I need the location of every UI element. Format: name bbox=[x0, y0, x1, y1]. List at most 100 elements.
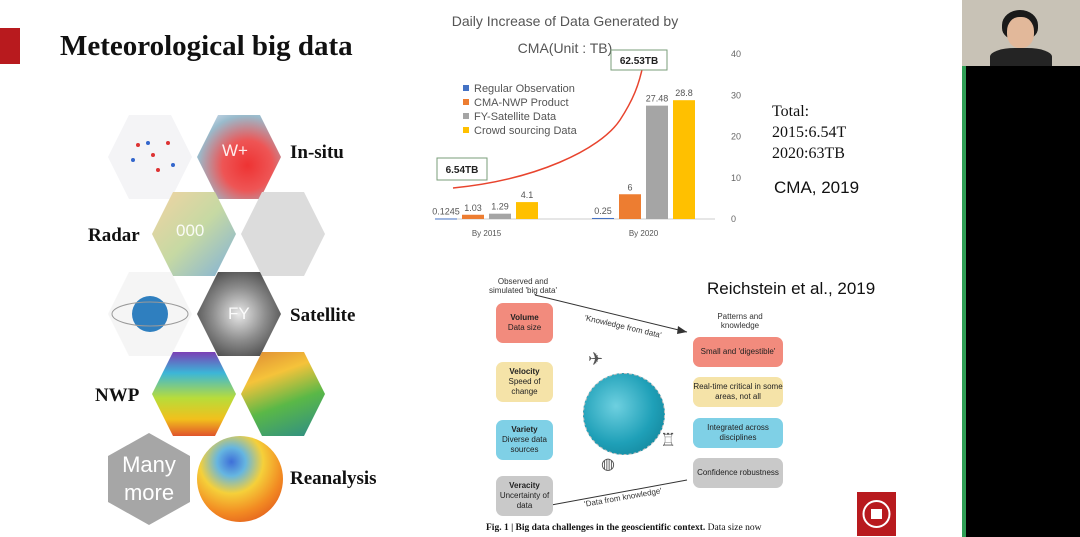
category-label: By 2015 bbox=[472, 229, 502, 238]
figure-caption-bold: Fig. 1 | Big data challenges in the geos… bbox=[486, 523, 706, 533]
slide-title: Meteorological big data bbox=[60, 30, 353, 62]
figure-right-title-line-1: Patterns and bbox=[717, 312, 763, 321]
earth-orbit-icon bbox=[111, 296, 189, 332]
nwp-temperature-map-image bbox=[152, 352, 236, 436]
legend-swatch-1 bbox=[463, 99, 469, 105]
bar-data-label: 28.8 bbox=[675, 88, 693, 98]
insitu-station-map-image bbox=[108, 115, 192, 199]
radar-overlay-text: 000 bbox=[176, 221, 205, 240]
reichstein-citation: Reichstein et al., 2019 bbox=[707, 279, 876, 298]
bar-1-2 bbox=[646, 105, 668, 219]
legend-label-2: FY-Satellite Data bbox=[474, 111, 557, 123]
volume-box-head: Volume bbox=[510, 313, 539, 322]
variety-box-body: Diverse data sources bbox=[502, 435, 547, 454]
total-note-line-1: Total: bbox=[772, 103, 810, 120]
presentation-slide: Meteorological big data W+ In-situ 000 R… bbox=[0, 0, 962, 537]
seal-emblem-icon bbox=[862, 500, 891, 528]
bar-data-label: 1.29 bbox=[491, 202, 509, 212]
legend-label-3: Crowd sourcing Data bbox=[474, 125, 578, 137]
veracity-box: Veracity Uncertainty of data bbox=[496, 476, 553, 516]
legend-label-1: CMA-NWP Product bbox=[474, 97, 569, 109]
label-insitu: In-situ bbox=[290, 142, 344, 163]
label-reanalysis: Reanalysis bbox=[290, 468, 377, 489]
y-tick-label: 0 bbox=[731, 214, 736, 224]
legend-swatch-3 bbox=[463, 127, 469, 133]
webcam-frame-edge bbox=[962, 66, 966, 537]
y-tick-label: 40 bbox=[731, 49, 741, 59]
legend-swatch-2 bbox=[463, 113, 469, 119]
bar-data-label: 27.48 bbox=[646, 94, 669, 104]
legend-label-0: Regular Observation bbox=[474, 83, 575, 95]
station-dots-icon bbox=[131, 141, 175, 172]
satellite-cloud-image bbox=[197, 272, 281, 356]
satellite-sketch-icon: ✈ bbox=[588, 349, 604, 369]
callout-2015-text: 6.54TB bbox=[446, 165, 479, 176]
earth-globe-icon bbox=[583, 373, 665, 455]
tower-icon: ♖ bbox=[660, 430, 677, 450]
confidence-box: Confidence robustness bbox=[693, 458, 783, 488]
chart-title-line-2: CMA(Unit : TB) bbox=[518, 40, 613, 56]
university-seal-logo bbox=[857, 492, 896, 536]
integrated-box: Integrated across disciplines bbox=[693, 418, 783, 448]
growth-trend-line bbox=[452, 64, 644, 189]
insitu-china-map-image bbox=[197, 115, 281, 199]
bar-0-1 bbox=[462, 214, 484, 219]
volume-box: Volume Data size bbox=[496, 303, 553, 343]
figure-caption: Fig. 1 | Big data challenges in the geos… bbox=[486, 523, 761, 533]
bar-data-label: 1.03 bbox=[464, 203, 482, 213]
total-note: Total: 2015:6.54T 2020:63TB bbox=[772, 101, 846, 164]
veracity-box-head: Veracity bbox=[509, 481, 540, 490]
variety-box-head: Variety bbox=[511, 425, 538, 434]
bar-1-1 bbox=[619, 194, 641, 219]
bar-0-3 bbox=[516, 202, 538, 219]
satellite-overlay-text: FY bbox=[228, 304, 250, 323]
bar-0-2 bbox=[489, 213, 511, 219]
many-more-line-2: more bbox=[123, 480, 175, 505]
y-tick-label: 20 bbox=[731, 132, 741, 142]
y-tick-label: 10 bbox=[731, 173, 741, 183]
bar-data-label: 4.1 bbox=[521, 190, 534, 200]
reanalysis-globe-image bbox=[197, 436, 283, 522]
many-more-line-1: Many bbox=[122, 452, 176, 477]
y-tick-label: 30 bbox=[731, 90, 741, 100]
figure-right-title-line-2: knowledge bbox=[720, 321, 760, 330]
figure-left-title-line-2: simulated 'big data' bbox=[489, 286, 557, 295]
callout-2015-box bbox=[436, 157, 488, 181]
callout-2020-text: 62.53TB bbox=[620, 56, 658, 67]
total-note-line-3: 2020:63TB bbox=[772, 145, 845, 162]
small-digestible-box: Small and 'digestible' bbox=[693, 337, 783, 367]
radar-dish-icon: ◍ bbox=[601, 456, 615, 473]
label-satellite: Satellite bbox=[290, 305, 356, 326]
callout-2020-box bbox=[610, 49, 668, 71]
nwp-terrain-map-image bbox=[241, 352, 325, 436]
legend-swatch-0 bbox=[463, 85, 469, 91]
figure-left-title: Observed and simulated 'big data' bbox=[478, 277, 568, 295]
label-nwp: NWP bbox=[95, 385, 140, 406]
label-radar: Radar bbox=[88, 225, 140, 246]
speaker-face bbox=[1007, 17, 1034, 48]
variety-box: Variety Diverse data sources bbox=[496, 420, 553, 460]
radar-map-image bbox=[152, 192, 236, 276]
realtime-box: Real-time critical in some areas, not al… bbox=[693, 377, 783, 407]
webcam-thumbnail bbox=[962, 0, 1080, 66]
bar-data-label: 0.1245 bbox=[432, 206, 460, 216]
bar-data-label: 6 bbox=[627, 182, 632, 192]
insitu-overlay-text: W+ bbox=[222, 141, 248, 160]
data-volume-bar-chart: Daily Increase of Data Generated by CMA(U… bbox=[432, 13, 741, 238]
veracity-box-body: Uncertainty of data bbox=[499, 491, 550, 510]
title-accent-bar bbox=[0, 28, 20, 64]
bar-0-0 bbox=[435, 218, 457, 220]
total-note-line-2: 2015:6.54T bbox=[772, 124, 847, 141]
satellite-orbit-image bbox=[108, 272, 192, 356]
many-more-hexagon: Many more bbox=[108, 433, 190, 525]
velocity-box-body: Speed of change bbox=[508, 377, 541, 396]
figure-left-title-line-1: Observed and bbox=[497, 277, 549, 286]
figure-caption-rest: Data size now bbox=[705, 523, 762, 533]
chart-title-line-1: Daily Increase of Data Generated by bbox=[452, 13, 678, 29]
bar-data-label: 0.25 bbox=[594, 206, 612, 216]
bar-1-0 bbox=[592, 217, 614, 219]
bar-1-3 bbox=[673, 100, 695, 219]
figure-right-title: Patterns and knowledge bbox=[700, 312, 780, 330]
velocity-box-head: Velocity bbox=[509, 367, 540, 376]
speaker-body bbox=[990, 48, 1052, 66]
